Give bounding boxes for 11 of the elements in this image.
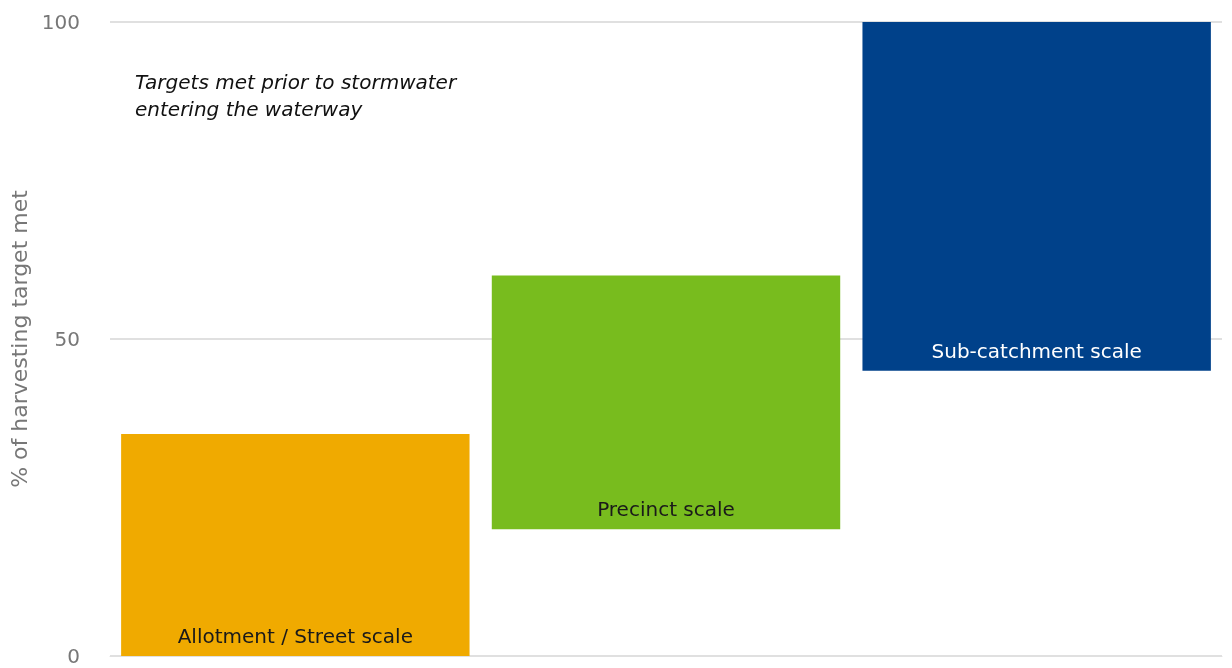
bar [491, 275, 841, 530]
bar [862, 22, 1211, 371]
x-tick-label: Precinct scale [597, 497, 735, 522]
y-tick-label: 50 [54, 327, 80, 351]
x-tick-label: Sub-catchment scale [931, 338, 1142, 363]
annotation: Targets met prior to stormwater entering the waterway [135, 69, 463, 121]
y-tick-label: 0 [67, 644, 80, 668]
y-axis-title: % of harvesting target met [7, 189, 33, 488]
bar [121, 434, 470, 656]
y-tick-label: 100 [41, 10, 80, 34]
x-tick-label: Allotment / Street scale [177, 624, 413, 648]
